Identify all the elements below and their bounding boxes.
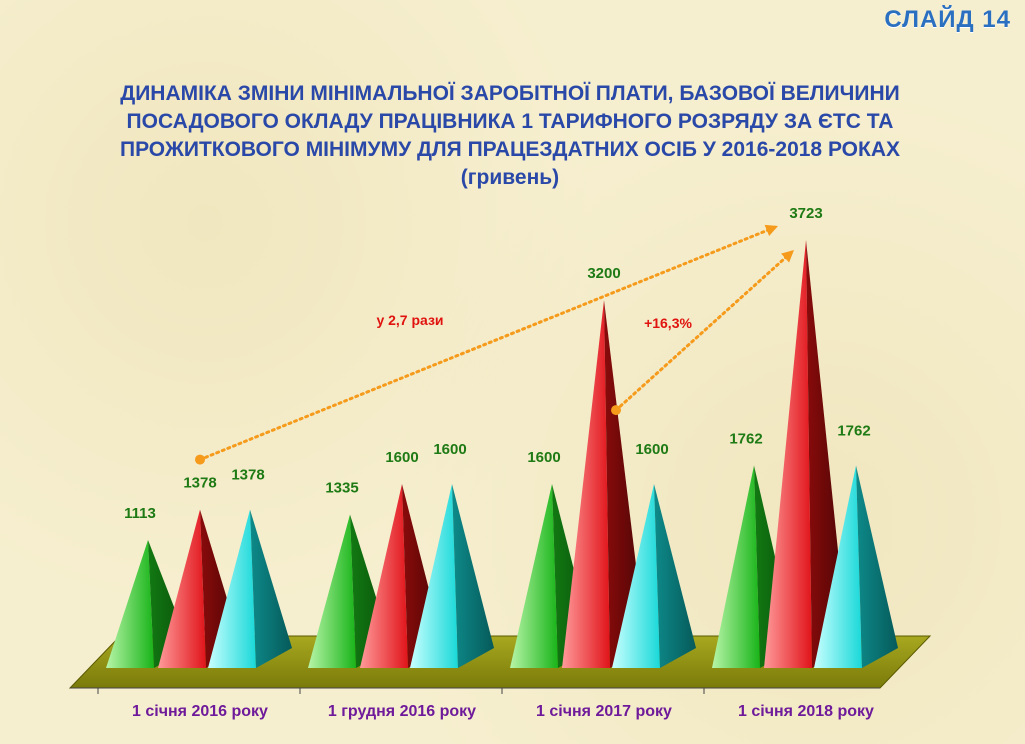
bar-face-front <box>360 484 408 668</box>
bar-face-side <box>654 484 696 668</box>
arrow-growth-2017-2018 <box>611 248 796 416</box>
slide-number-label: СЛАЙД 14 <box>884 6 1011 33</box>
annotation-overall-growth: у 2,7 рази <box>376 312 443 328</box>
arrow-head <box>781 250 794 263</box>
value-label: 1600 <box>635 441 668 458</box>
value-label: 3723 <box>789 205 822 222</box>
bars-group <box>106 240 898 668</box>
bar-face-front <box>158 509 206 668</box>
bar-face-front <box>764 240 812 668</box>
bar-face-front <box>208 509 256 668</box>
arrow-line <box>614 248 796 412</box>
bar-face-side <box>250 509 292 668</box>
chart-title: ДИНАМІКА ЗМІНИ МІНІМАЛЬНОЇ ЗАРОБІТНОЇ ПЛ… <box>100 80 920 192</box>
arrow-start-dot <box>195 454 205 465</box>
bar-face-front <box>562 300 610 668</box>
bar-face-front <box>712 465 760 668</box>
category-label: 1 січня 2017 року <box>536 703 672 720</box>
value-label: 1762 <box>729 430 762 447</box>
value-label: 1600 <box>385 449 418 466</box>
value-label: 3200 <box>587 265 620 282</box>
annotation-percent-growth: +16,3% <box>644 315 692 331</box>
category-label: 1 січня 2016 року <box>132 703 268 720</box>
chart-title-text: ДИНАМІКА ЗМІНИ МІНІМАЛЬНОЇ ЗАРОБІТНОЇ ПЛ… <box>119 82 900 161</box>
category-label: 1 січня 2018 року <box>738 703 874 720</box>
bar-face-front <box>106 540 154 668</box>
arrow-growth-overall <box>195 224 780 465</box>
value-label: 1600 <box>527 449 560 466</box>
value-label: 1378 <box>231 467 264 484</box>
bar-face-front <box>612 484 660 668</box>
value-label: 1378 <box>183 475 216 492</box>
annotation-arrows <box>195 224 796 465</box>
bar-face-side <box>452 484 494 668</box>
arrow-head <box>764 224 778 237</box>
bar-face-front <box>510 484 558 668</box>
value-label: 1600 <box>433 441 466 458</box>
arrow-start-dot <box>611 405 621 416</box>
category-label: 1 грудня 2016 року <box>328 703 476 720</box>
labels-group: 1113 1378 1378 1 січня 2016 року 1335 1600 160… <box>97 205 874 720</box>
bar-cyan-3 <box>612 484 696 668</box>
arrow-line <box>198 224 780 462</box>
bar-face-front <box>308 514 356 668</box>
bar-cyan-1 <box>208 509 292 668</box>
value-label: 1113 <box>124 505 156 522</box>
bar-face-front <box>410 484 458 668</box>
value-label: 1762 <box>837 422 870 439</box>
bar-cyan-2 <box>410 484 494 668</box>
bar-face-front <box>814 465 862 668</box>
bar-cyan-4 <box>814 465 898 668</box>
bar-face-side <box>856 465 898 668</box>
value-label: 1335 <box>325 480 358 497</box>
chart-title-unit: (гривень) <box>460 166 560 189</box>
